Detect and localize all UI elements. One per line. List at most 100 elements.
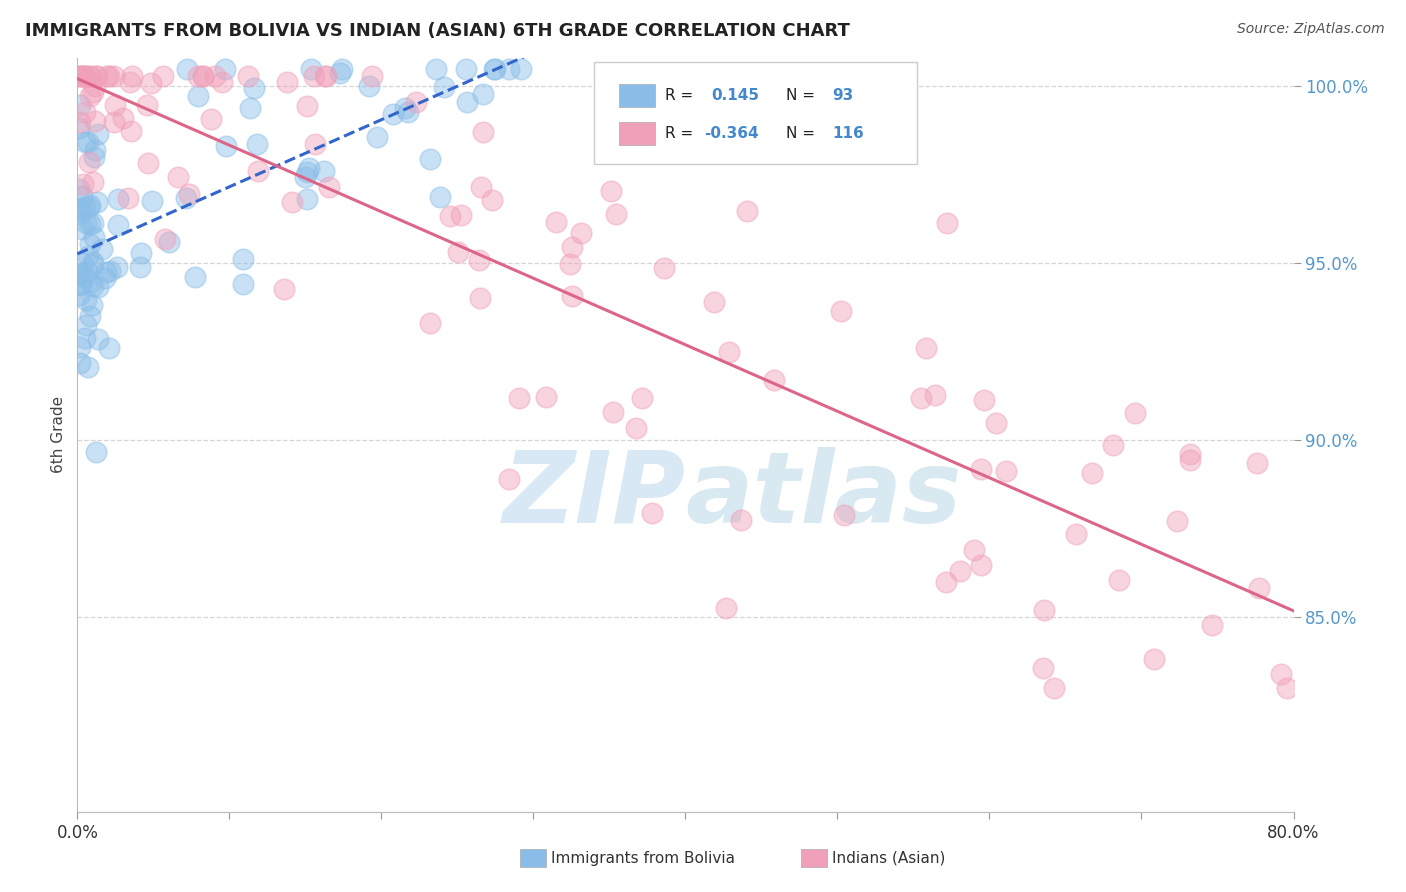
Point	[536, 390, 558, 404]
Point	[187, 69, 209, 83]
Point	[86, 332, 108, 346]
Point	[91, 243, 114, 257]
Point	[70, 256, 93, 270]
Point	[72, 69, 94, 83]
Point	[76, 135, 98, 149]
Point	[360, 69, 382, 83]
Point	[232, 252, 254, 266]
Point	[98, 264, 121, 278]
FancyBboxPatch shape	[595, 62, 917, 163]
Point	[425, 62, 447, 76]
Point	[1178, 453, 1201, 467]
Point	[569, 227, 592, 241]
Point	[995, 464, 1018, 478]
Point	[1247, 582, 1270, 596]
Point	[75, 216, 97, 230]
Point	[246, 136, 269, 151]
Point	[600, 185, 623, 199]
Point	[177, 186, 200, 201]
Point	[69, 356, 91, 370]
Point	[191, 69, 214, 83]
Point	[80, 275, 103, 289]
Point	[67, 268, 90, 282]
Point	[359, 78, 381, 93]
Point	[75, 293, 97, 307]
Text: Indians (Asian): Indians (Asian)	[832, 851, 946, 865]
Point	[314, 69, 336, 83]
Point	[121, 69, 143, 83]
Point	[1101, 438, 1123, 452]
Point	[70, 277, 93, 292]
Point	[602, 405, 624, 419]
Point	[703, 294, 725, 309]
Point	[84, 143, 107, 157]
Point	[484, 62, 506, 76]
Point	[315, 69, 337, 83]
Point	[153, 232, 176, 246]
Point	[312, 163, 335, 178]
Point	[405, 95, 427, 110]
Point	[429, 189, 451, 203]
Point	[82, 85, 104, 99]
Point	[366, 129, 388, 144]
Point	[84, 78, 107, 93]
Point	[447, 245, 470, 260]
Point	[136, 156, 159, 170]
Point	[558, 257, 581, 271]
Point	[1166, 515, 1188, 529]
Point	[830, 304, 852, 318]
Point	[714, 600, 737, 615]
Point	[1201, 618, 1223, 632]
Point	[73, 69, 96, 83]
Point	[299, 62, 322, 77]
Point	[297, 161, 319, 176]
Point	[152, 69, 174, 83]
Point	[468, 252, 491, 267]
Point	[72, 69, 94, 83]
Point	[72, 177, 94, 191]
Point	[157, 235, 180, 249]
Point	[174, 191, 197, 205]
Text: -0.364: -0.364	[703, 126, 758, 141]
Point	[276, 75, 298, 89]
Text: Source: ZipAtlas.com: Source: ZipAtlas.com	[1237, 22, 1385, 37]
Point	[630, 391, 652, 405]
Point	[470, 179, 492, 194]
Point	[103, 115, 125, 129]
Point	[86, 69, 108, 83]
Point	[297, 99, 319, 113]
Point	[730, 513, 752, 527]
Point	[834, 508, 856, 522]
Point	[77, 69, 100, 83]
Point	[69, 340, 91, 354]
Point	[295, 164, 318, 178]
Point	[211, 75, 233, 89]
Point	[184, 270, 207, 285]
Point	[419, 152, 441, 166]
Point	[77, 249, 100, 263]
Point	[1042, 681, 1064, 695]
Point	[718, 345, 741, 359]
Point	[969, 462, 991, 476]
Point	[295, 192, 318, 206]
Point	[949, 564, 972, 578]
Point	[77, 200, 100, 214]
Point	[204, 69, 226, 83]
Point	[510, 62, 533, 76]
Point	[69, 202, 91, 217]
Point	[73, 269, 96, 284]
Point	[544, 215, 567, 229]
Point	[77, 155, 100, 169]
Point	[73, 105, 96, 120]
Point	[67, 182, 90, 196]
Point	[970, 558, 993, 572]
Point	[76, 264, 98, 278]
Point	[94, 271, 117, 285]
Point	[73, 331, 96, 345]
Point	[963, 542, 986, 557]
Point	[69, 277, 91, 291]
Point	[82, 216, 104, 230]
Text: IMMIGRANTS FROM BOLIVIA VS INDIAN (ASIAN) 6TH GRADE CORRELATION CHART: IMMIGRANTS FROM BOLIVIA VS INDIAN (ASIAN…	[25, 22, 851, 40]
Point	[75, 69, 97, 83]
Point	[456, 95, 478, 110]
